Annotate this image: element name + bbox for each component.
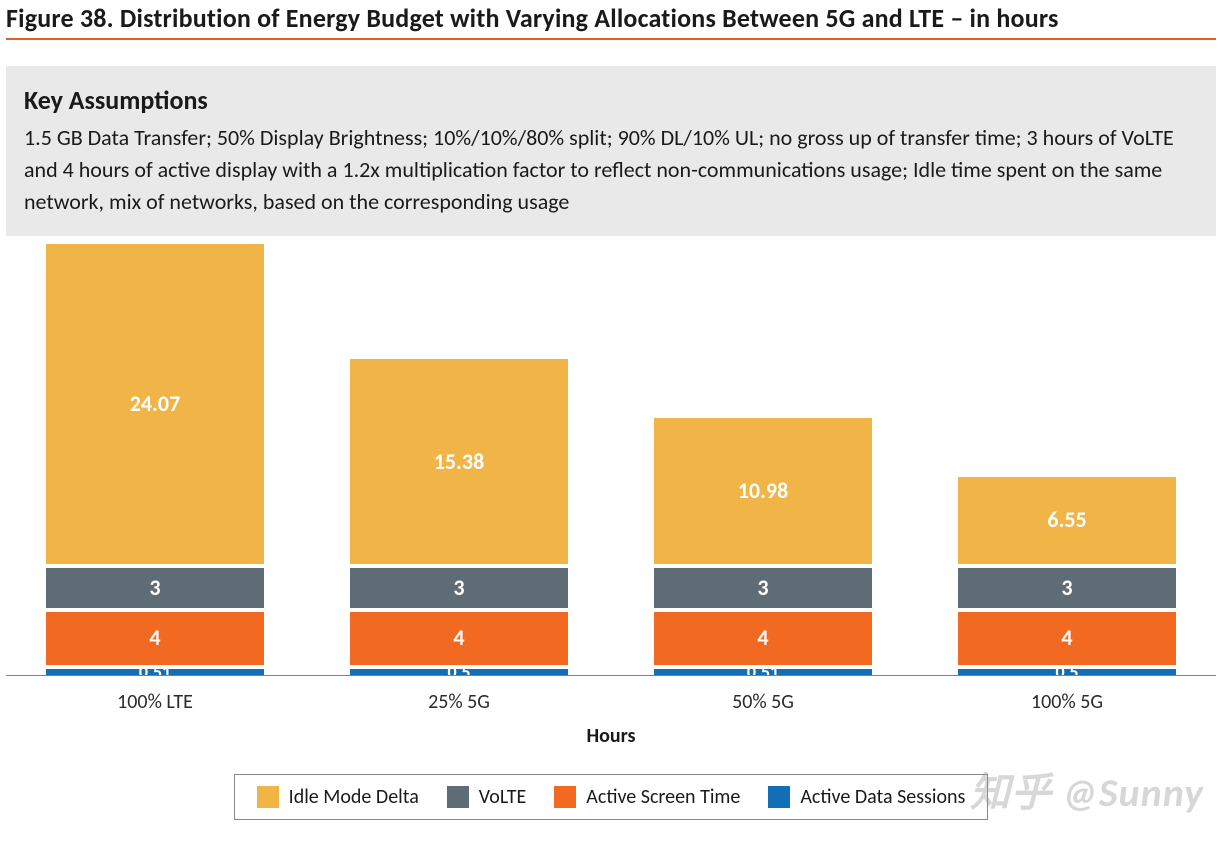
bar-segment-value: 24.07 — [130, 393, 180, 415]
bar-segment-value: 10.98 — [738, 480, 788, 502]
legend-swatch — [447, 786, 469, 808]
category-labels-row: 100% LTE 25% 5G 50% 5G 100% 5G — [6, 676, 1216, 714]
figure-title-rule — [6, 38, 1216, 40]
bar-segment-screen: 4 — [958, 612, 1176, 665]
chart-baseline — [6, 675, 1216, 676]
category-label: 100% LTE — [46, 690, 264, 714]
assumptions-body: 1.5 GB Data Transfer; 50% Display Bright… — [24, 122, 1198, 218]
bar-group: 6.55340.5 — [958, 477, 1176, 676]
bar-segment-value: 3 — [757, 577, 768, 599]
legend: Idle Mode Delta VoLTE Active Screen Time Ac… — [234, 774, 989, 820]
bar-segment-idle: 10.98 — [654, 418, 872, 564]
x-axis-title: Hours — [6, 724, 1216, 748]
legend-item: Active Screen Time — [554, 785, 740, 809]
bar-group: 10.98340.51 — [654, 418, 872, 676]
bar-segment-value: 3 — [149, 577, 160, 599]
bar-segment-value: 3 — [1061, 577, 1072, 599]
bar-segment-screen: 4 — [350, 612, 568, 665]
bar-segment-screen: 4 — [654, 612, 872, 665]
bar-segment-volte: 3 — [654, 568, 872, 608]
legend-item: Idle Mode Delta — [257, 785, 419, 809]
bar-segment-volte: 3 — [350, 568, 568, 608]
legend-label: Active Data Sessions — [800, 785, 965, 809]
legend-wrap: Idle Mode Delta VoLTE Active Screen Time Ac… — [6, 774, 1216, 820]
bar-segment-value: 4 — [757, 627, 768, 649]
legend-swatch — [257, 786, 279, 808]
category-label: 50% 5G — [654, 690, 872, 714]
bar-segment-screen: 4 — [46, 612, 264, 665]
legend-swatch — [768, 786, 790, 808]
category-label: 25% 5G — [350, 690, 568, 714]
legend-item: Active Data Sessions — [768, 785, 965, 809]
bar-group: 15.38340.5 — [350, 359, 568, 675]
category-label: 100% 5G — [958, 690, 1176, 714]
legend-swatch — [554, 786, 576, 808]
bar-segment-value: 6.55 — [1047, 509, 1086, 531]
bar-segment-volte: 3 — [46, 568, 264, 608]
figure-title-wrap: Figure 38. Distribution of Energy Budget… — [6, 0, 1216, 46]
bar-segment-value: 4 — [1061, 627, 1072, 649]
bar-segment-value: 15.38 — [434, 451, 484, 473]
legend-item: VoLTE — [447, 785, 527, 809]
bar-segment-idle: 24.07 — [46, 244, 264, 564]
figure-title: Figure 38. Distribution of Energy Budget… — [6, 2, 1216, 34]
legend-label: VoLTE — [479, 785, 527, 809]
bar-segment-value: 4 — [453, 627, 464, 649]
bar-segment-idle: 6.55 — [958, 477, 1176, 564]
bar-group: 24.07340.51 — [46, 244, 264, 676]
assumptions-heading: Key Assumptions — [24, 84, 1198, 116]
chart-plot: 24.07340.5115.38340.510.98340.516.55340.… — [6, 256, 1216, 676]
legend-label: Active Screen Time — [586, 785, 740, 809]
bar-segment-volte: 3 — [958, 568, 1176, 608]
figure-container: Figure 38. Distribution of Energy Budget… — [0, 0, 1222, 854]
bar-segment-idle: 15.38 — [350, 359, 568, 564]
bar-segment-value: 3 — [453, 577, 464, 599]
assumptions-box: Key Assumptions 1.5 GB Data Transfer; 50… — [6, 66, 1216, 236]
chart-area: 24.07340.5115.38340.510.98340.516.55340.… — [6, 256, 1216, 748]
legend-label: Idle Mode Delta — [289, 785, 419, 809]
bar-segment-value: 4 — [149, 627, 160, 649]
